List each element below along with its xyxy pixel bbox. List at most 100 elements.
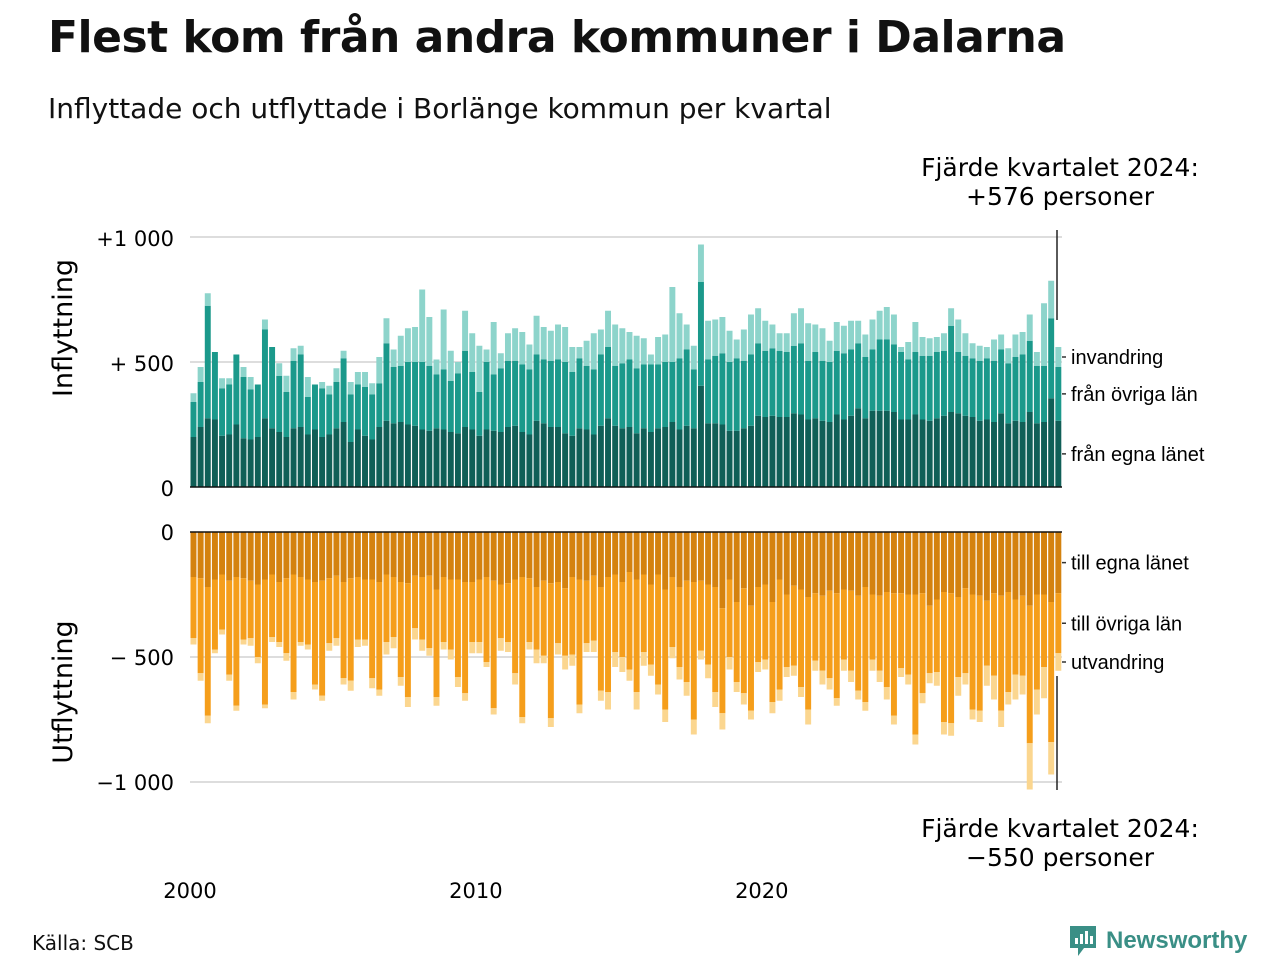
- out-bar-local: [769, 532, 776, 602]
- in-bar-local: [190, 437, 197, 487]
- in-bar-local: [883, 410, 890, 487]
- out-bar-other: [655, 574, 662, 685]
- in-bar-local: [705, 423, 712, 487]
- in-bar-other: [333, 382, 340, 429]
- out-bar-local: [748, 532, 754, 606]
- out-bar-emig: [304, 644, 311, 650]
- in-bar-other: [590, 369, 597, 435]
- in-bar-other: [247, 389, 254, 440]
- in-bar-immig: [497, 353, 504, 369]
- in-bar-immig: [991, 339, 997, 361]
- in-bar-immig: [1041, 303, 1048, 366]
- in-bar-local: [948, 412, 955, 487]
- in-bar-other: [362, 387, 368, 436]
- in-bar-immig: [347, 382, 354, 395]
- out-bar-local: [655, 532, 662, 575]
- out-bar-other: [876, 595, 883, 671]
- in-bar-local: [969, 417, 976, 487]
- in-bar-immig: [605, 310, 612, 347]
- in-bar-other: [676, 358, 683, 430]
- out-bar-emig: [883, 687, 890, 700]
- in-bar-other: [633, 368, 640, 434]
- in-bar-other: [1005, 363, 1012, 424]
- top-annotation-line1: Fjärde kvartalet 2024:: [921, 153, 1199, 182]
- in-bar-local: [276, 432, 283, 487]
- out-bar-local: [454, 532, 461, 580]
- in-bar-local: [247, 439, 254, 487]
- in-bar-other: [840, 353, 847, 420]
- in-bar-immig: [905, 342, 912, 360]
- out-bar-emig: [569, 654, 576, 666]
- in-bar-immig: [447, 350, 454, 381]
- out-bar-emig: [983, 665, 990, 686]
- in-bar-immig: [697, 244, 704, 282]
- in-bar-immig: [655, 337, 662, 365]
- out-bar-emig: [283, 653, 290, 661]
- out-bar-local: [798, 532, 804, 590]
- in-bar-other: [283, 392, 290, 437]
- out-bar-other: [748, 605, 754, 711]
- in-bar-immig: [848, 320, 855, 350]
- in-bar-other: [533, 354, 540, 421]
- out-bar-other: [454, 579, 461, 677]
- in-bar-local: [383, 420, 390, 487]
- out-bar-local: [662, 532, 669, 590]
- in-bar-local: [440, 429, 447, 487]
- out-bar-emig: [340, 678, 347, 685]
- out-bar-emig: [890, 715, 897, 725]
- out-bar-local: [297, 532, 304, 577]
- in-bar-local: [655, 428, 662, 487]
- out-bar-other: [462, 582, 469, 694]
- out-bar-other: [605, 577, 612, 692]
- bottom-annotation-line1: Fjärde kvartalet 2024:: [921, 814, 1199, 843]
- in-bar-local: [848, 415, 855, 487]
- out-bar-other: [312, 582, 318, 685]
- inflow-y-tick-labels: +1 000 + 500 0: [96, 227, 174, 501]
- in-bar-immig: [483, 349, 490, 362]
- out-bar-emig: [697, 650, 704, 660]
- out-bar-emig: [605, 692, 612, 710]
- in-bar-other: [612, 365, 619, 426]
- out-bar-emig: [762, 659, 769, 670]
- out-bar-emig: [626, 669, 633, 681]
- out-bar-other: [898, 593, 905, 669]
- in-bar-local: [812, 418, 819, 487]
- out-bar-other: [940, 592, 947, 722]
- in-bar-local: [919, 419, 926, 487]
- out-bar-emig: [290, 692, 297, 700]
- out-bar-local: [1019, 532, 1026, 596]
- out-bar-local: [519, 532, 526, 577]
- in-bar-local: [376, 427, 383, 487]
- in-bar-immig: [833, 322, 840, 351]
- in-bar-other: [519, 364, 526, 432]
- out-bar-local: [340, 532, 347, 582]
- in-bar-local: [283, 437, 290, 487]
- in-bar-local: [876, 410, 883, 487]
- in-bar-other: [705, 359, 712, 424]
- out-bar-local: [905, 532, 912, 595]
- in-bar-local: [605, 418, 612, 487]
- out-bar-local: [304, 532, 311, 580]
- out-bar-other: [905, 594, 912, 675]
- in-bar-local: [483, 429, 490, 487]
- out-bar-local: [247, 532, 254, 581]
- in-bar-local: [576, 428, 583, 487]
- in-bar-local: [269, 428, 276, 487]
- in-bar-local: [912, 414, 919, 487]
- in-bar-immig: [819, 328, 826, 361]
- in-bar-other: [833, 350, 840, 415]
- out-bar-local: [354, 532, 361, 577]
- in-bar-local: [297, 427, 304, 487]
- in-bar-other: [869, 349, 876, 411]
- out-bar-other: [376, 582, 383, 690]
- out-bar-local: [504, 532, 511, 584]
- out-bar-local: [540, 532, 547, 581]
- in-bar-immig: [862, 334, 869, 357]
- page-title: Flest kom från andra kommuner i Dalarna: [48, 12, 1066, 63]
- out-bar-other: [769, 602, 776, 702]
- in-bar-other: [261, 329, 268, 419]
- in-bar-immig: [404, 328, 411, 362]
- out-bar-emig: [640, 652, 647, 666]
- in-bar-immig: [419, 289, 426, 362]
- out-bar-other: [397, 582, 404, 677]
